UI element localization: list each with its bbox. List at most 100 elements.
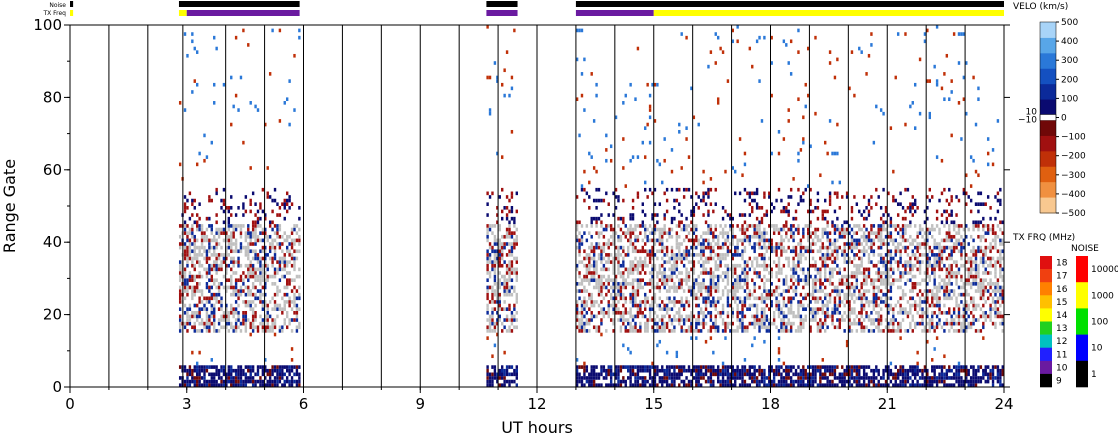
range-gate-cell <box>670 376 674 380</box>
range-gate-cell <box>261 307 265 311</box>
range-gate-cell <box>195 50 199 54</box>
range-gate-cell <box>237 314 240 319</box>
range-gate-cell <box>843 260 846 264</box>
range-gate-cell <box>273 249 277 254</box>
range-gate-cell <box>914 285 917 290</box>
range-gate-cell <box>658 202 662 206</box>
range-gate-cell <box>641 263 644 268</box>
range-gate-cell <box>515 310 518 315</box>
range-gate-cell <box>692 206 696 210</box>
range-gate-cell <box>188 245 192 250</box>
range-gate-cell <box>183 242 187 246</box>
range-gate-cell <box>828 368 832 373</box>
range-gate-cell <box>230 285 233 290</box>
range-gate-cell <box>510 191 514 196</box>
range-gate-cell <box>281 325 284 330</box>
range-gate-cell <box>486 289 489 293</box>
range-gate-cell <box>607 310 610 315</box>
range-gate-cell <box>508 274 511 279</box>
range-gate-cell <box>777 278 781 283</box>
range-gate-cell <box>496 220 499 225</box>
range-gate-cell <box>841 300 844 304</box>
range-gate-cell <box>828 242 832 246</box>
range-gate-cell <box>731 372 734 377</box>
range-gate-cell <box>911 365 914 369</box>
range-gate-cell <box>230 206 233 210</box>
range-gate-cell <box>782 224 786 228</box>
range-gate-cell <box>721 256 725 261</box>
range-gate-cell <box>636 238 640 243</box>
range-gate-cell <box>709 379 713 384</box>
range-gate-cell <box>634 267 637 272</box>
range-gate-cell <box>295 249 299 254</box>
range-gate-cell <box>896 213 900 217</box>
range-gate-cell <box>690 86 693 91</box>
range-gate-cell <box>772 249 776 254</box>
range-gate-cell <box>894 224 897 228</box>
range-gate-cell <box>899 329 902 333</box>
range-gate-cell <box>198 307 201 311</box>
range-gate-cell <box>850 216 854 221</box>
range-gate-cell <box>629 271 632 275</box>
range-gate-cell <box>225 303 228 308</box>
range-gate-cell <box>488 242 492 246</box>
range-gate-cell <box>234 271 238 275</box>
range-gate-cell <box>831 224 834 228</box>
range-gate-cell <box>719 256 722 261</box>
range-gate-cell <box>220 260 223 264</box>
range-gate-cell <box>792 267 795 272</box>
range-gate-cell <box>906 187 910 192</box>
range-gate-cell <box>607 253 610 257</box>
range-gate-cell <box>486 227 489 232</box>
range-gate-cell <box>695 224 698 228</box>
range-gate-cell <box>215 285 218 290</box>
range-gate-cell <box>629 158 632 163</box>
range-gate-cell <box>690 220 693 225</box>
range-gate-cell <box>281 249 284 254</box>
range-gate-cell <box>505 289 509 293</box>
range-gate-cell <box>901 376 905 380</box>
range-gate-cell <box>288 383 291 387</box>
range-gate-cell <box>804 368 807 373</box>
range-gate-cell <box>256 220 260 225</box>
range-gate-cell <box>896 242 900 246</box>
range-gate-cell <box>731 376 734 380</box>
range-gate-cell <box>911 206 914 210</box>
range-gate-cell <box>575 325 579 330</box>
range-gate-cell <box>486 318 489 322</box>
range-gate-cell <box>731 253 734 257</box>
range-gate-cell <box>682 195 686 199</box>
range-gate-cell <box>293 249 296 254</box>
range-gate-cell <box>726 249 730 254</box>
range-gate-cell <box>821 231 824 235</box>
range-gate-cell <box>193 383 196 387</box>
range-gate-cell <box>195 376 199 380</box>
range-gate-cell <box>794 216 798 221</box>
range-gate-cell <box>804 296 807 301</box>
range-gate-cell <box>702 365 705 369</box>
range-gate-cell <box>899 271 902 275</box>
range-gate-cell <box>501 368 504 373</box>
range-gate-cell <box>787 296 790 301</box>
range-gate-cell <box>210 231 213 235</box>
range-gate-cell <box>631 213 635 217</box>
range-gate-cell <box>641 140 644 145</box>
range-gate-cell <box>210 296 213 301</box>
range-gate-cell <box>648 372 652 377</box>
range-gate-cell <box>753 318 756 322</box>
range-gate-cell <box>731 234 734 239</box>
range-gate-cell <box>802 198 805 203</box>
range-gate-cell <box>901 274 905 279</box>
range-gate-cell <box>721 245 725 250</box>
range-gate-cell <box>222 253 226 257</box>
range-gate-cell <box>283 321 286 326</box>
range-gate-cell <box>785 209 788 214</box>
range-gate-cell <box>855 242 859 246</box>
range-gate-cell <box>249 289 252 293</box>
range-gate-cell <box>867 253 871 257</box>
range-gate-cell <box>631 231 635 235</box>
range-gate-cell <box>268 379 272 384</box>
range-gate-cell <box>811 282 815 286</box>
range-gate-cell <box>234 224 238 228</box>
range-gate-cell <box>501 253 504 257</box>
